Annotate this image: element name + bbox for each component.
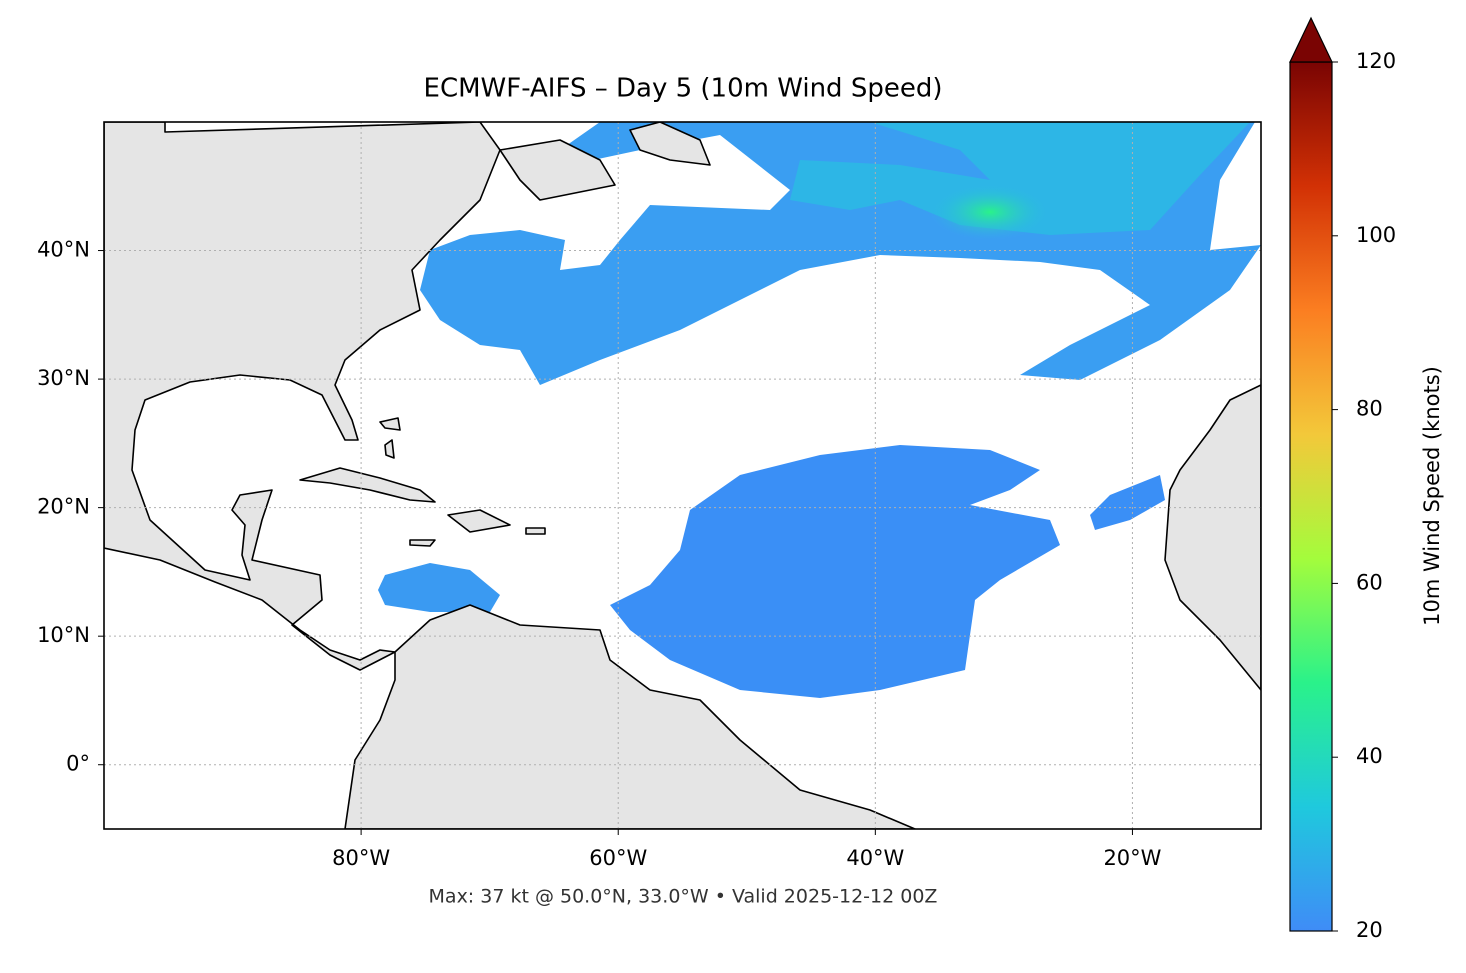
wind-max	[930, 184, 1050, 240]
map-area	[104, 122, 1261, 829]
colorbar-extend	[1289, 16, 1333, 63]
colorbar-tick-label: 120	[1356, 49, 1396, 73]
y-tick-label: 20°N	[37, 495, 90, 519]
africa	[1164, 384, 1261, 691]
wind-region	[378, 563, 500, 612]
land	[104, 122, 1261, 829]
footer-note: Max: 37 kt @ 50.0°N, 33.0°W • Valid 2025…	[429, 886, 938, 908]
y-tick-label: 10°N	[37, 623, 90, 647]
newfoundland	[629, 122, 711, 166]
y-tick-label: 30°N	[37, 366, 90, 390]
wind-region	[610, 445, 1060, 698]
colorbar-label: 10m Wind Speed (knots)	[1420, 366, 1444, 626]
colorbar-tick-label: 100	[1356, 223, 1396, 247]
jamaica	[409, 539, 436, 547]
cuba	[299, 467, 436, 503]
x-tick-label: 80°W	[332, 846, 390, 870]
y-tick-label: 40°N	[37, 238, 90, 262]
puerto-rico	[525, 527, 546, 535]
y-tick-label: 0°	[66, 752, 90, 776]
wind-region	[790, 122, 1250, 235]
maritimes	[499, 139, 616, 201]
wind-field	[378, 122, 1261, 698]
bahamas	[379, 417, 401, 459]
map-frame	[103, 121, 1262, 830]
colorbar-tick-label: 80	[1356, 397, 1383, 421]
wind-region	[1090, 475, 1165, 530]
hispaniola	[447, 509, 511, 533]
map-title: ECMWF-AIFS – Day 5 (10m Wind Speed)	[424, 74, 943, 104]
colorbar-scale	[1289, 61, 1333, 932]
south-america	[344, 604, 916, 829]
colorbar-tick-label: 40	[1356, 744, 1383, 768]
north-america	[104, 122, 501, 671]
colorbar-tick-label: 20	[1356, 918, 1383, 942]
x-tick-label: 60°W	[589, 846, 647, 870]
x-tick-label: 20°W	[1103, 846, 1161, 870]
colorbar: 10m Wind Speed (knots) 20 40 60 80 100 120	[1289, 16, 1444, 942]
x-tick-label: 40°W	[846, 846, 904, 870]
colorbar-tick-label: 60	[1356, 570, 1383, 594]
